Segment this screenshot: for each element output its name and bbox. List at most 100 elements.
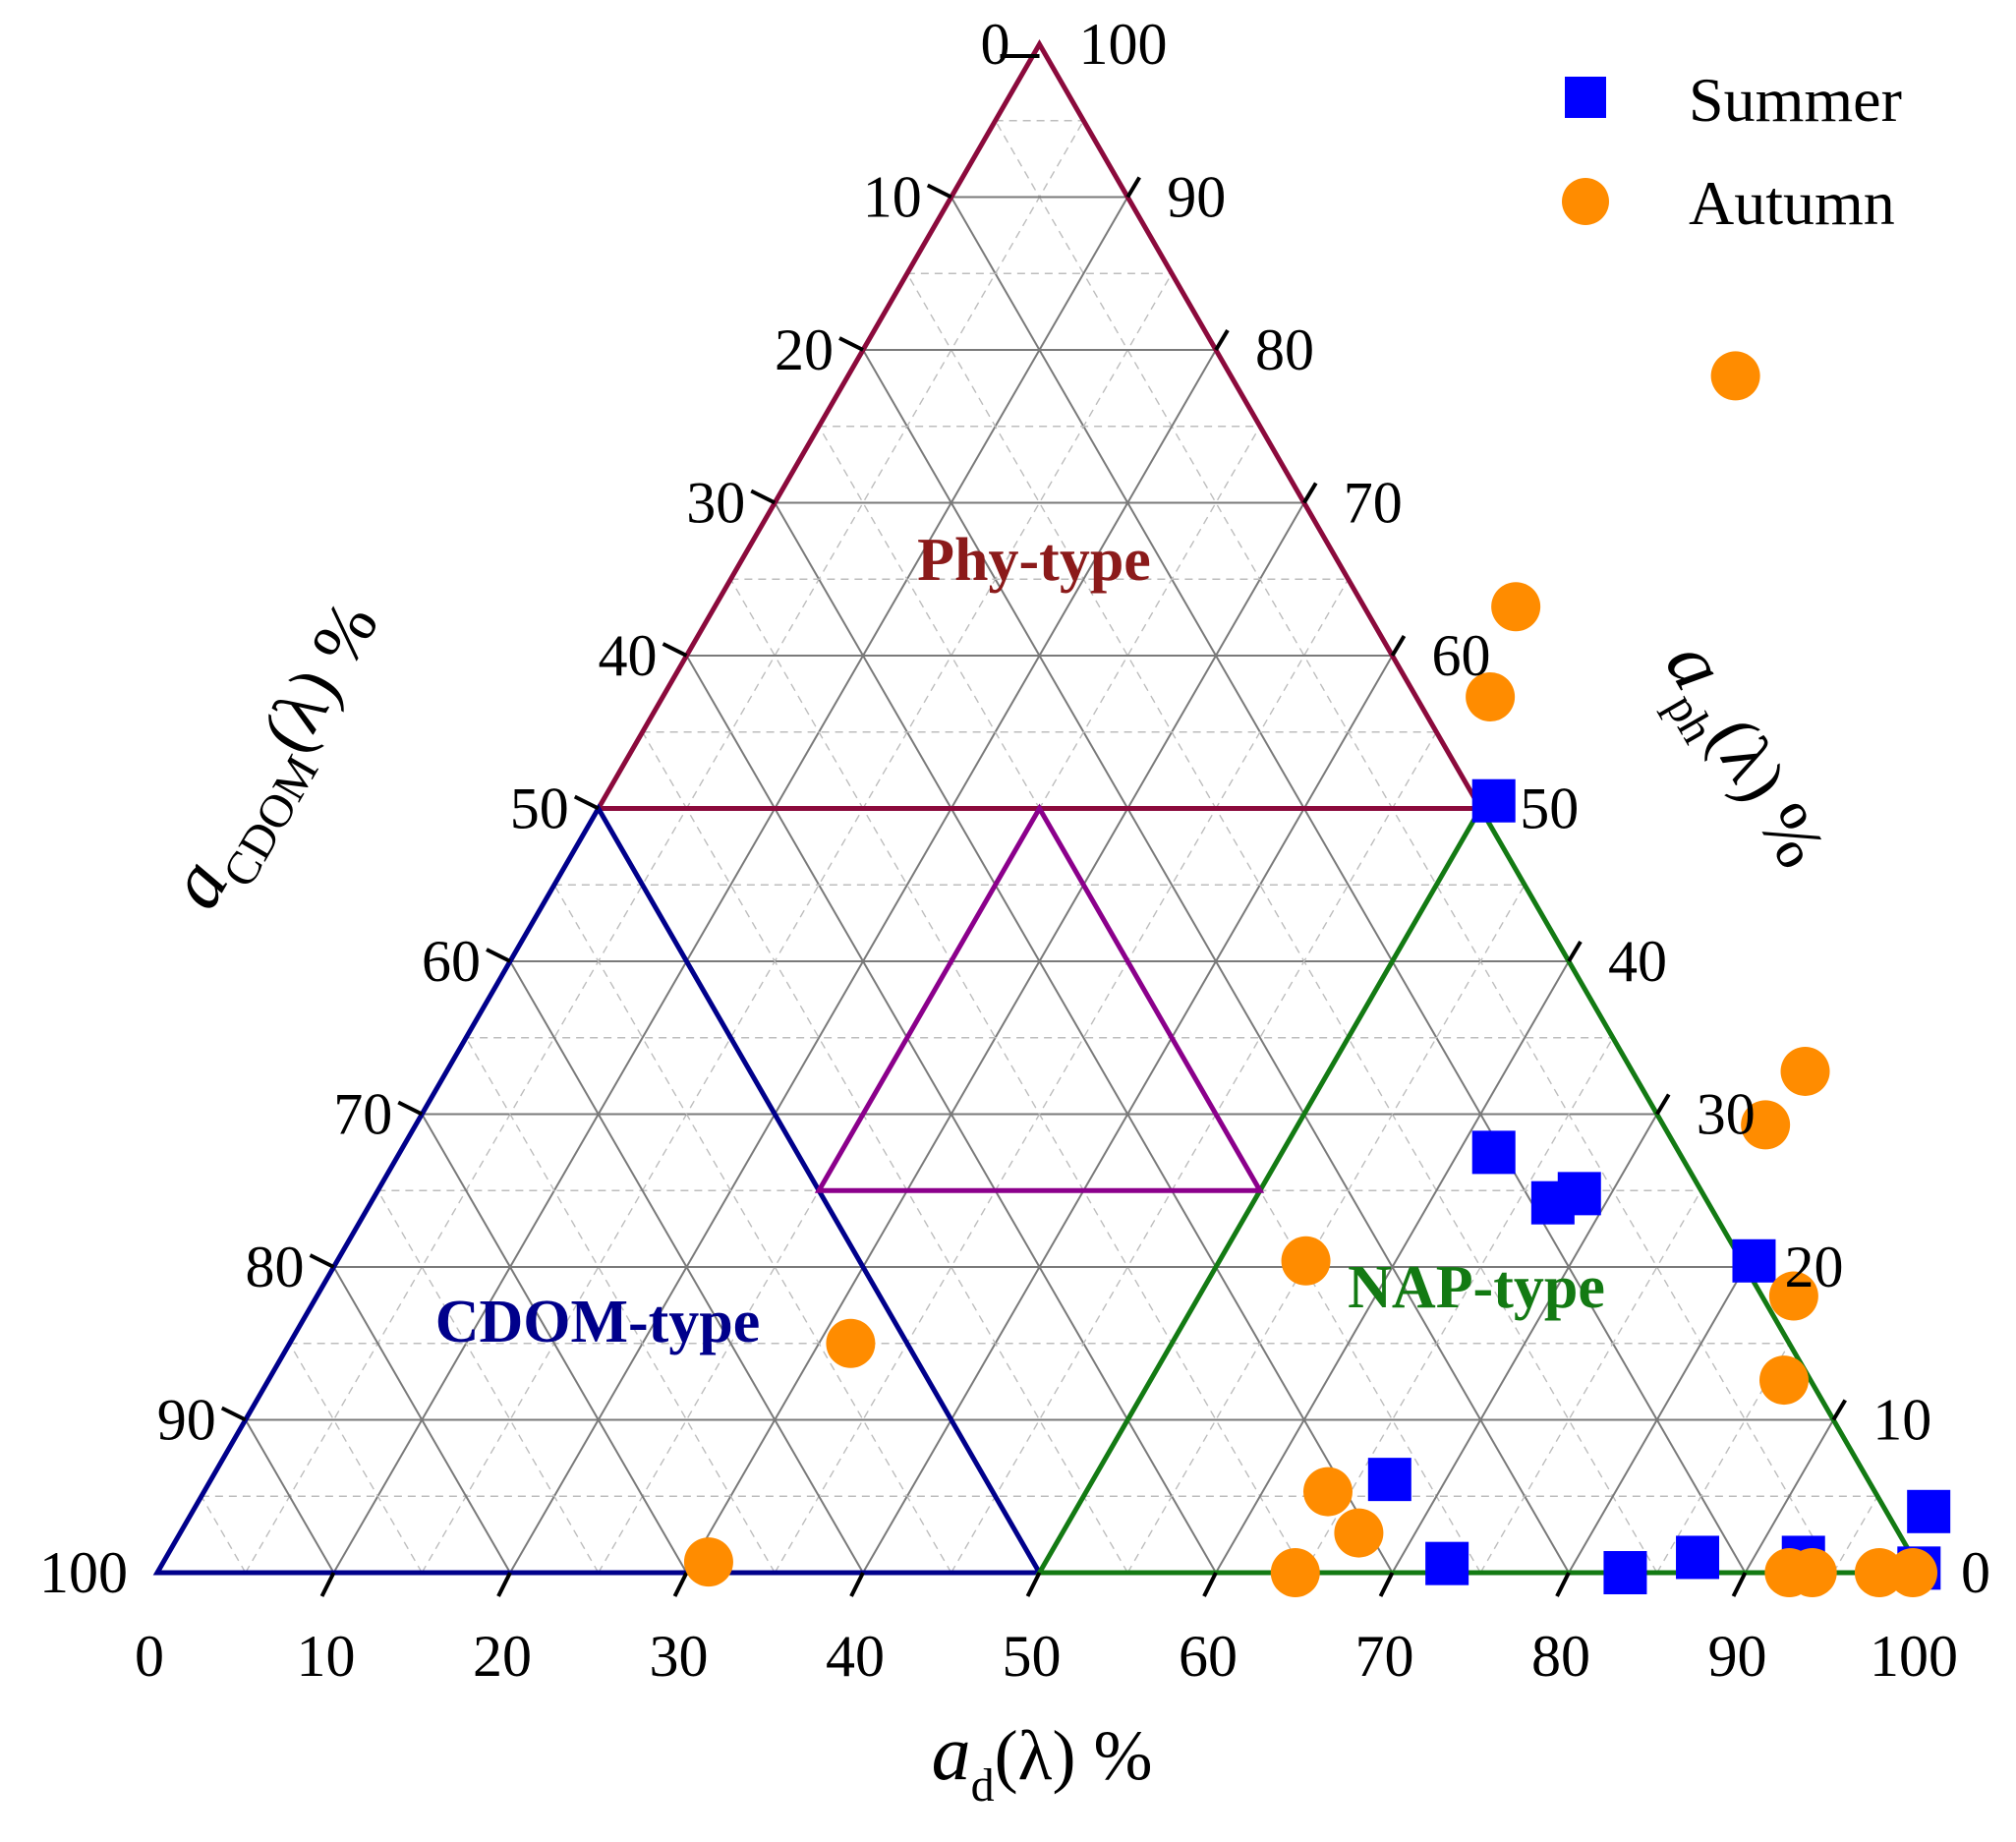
summer-point <box>1471 1130 1516 1175</box>
autumn-point <box>1787 1548 1837 1597</box>
bottom-tick-label: 80 <box>1531 1624 1590 1689</box>
right-axis-title-suffix: (λ) % <box>1694 704 1841 880</box>
bottom-tick-label: 20 <box>473 1624 532 1689</box>
grid-line-cdom <box>421 1114 688 1574</box>
summer-point <box>1425 1541 1469 1585</box>
grid-line-cdom <box>289 1343 423 1574</box>
right-tick-label: 20 <box>1785 1235 1844 1299</box>
left-tick <box>750 489 777 505</box>
svg-text:aph(λ) %: aph(λ) % <box>1636 626 1846 889</box>
autumn-point <box>1334 1508 1384 1558</box>
bottom-tick <box>849 1572 865 1597</box>
grid-line-cdom <box>995 120 1834 1574</box>
bottom-tick <box>319 1572 336 1597</box>
left-tick <box>662 642 688 658</box>
left-tick <box>926 183 952 200</box>
left-tick-label: 60 <box>422 929 481 994</box>
bottom-axis-title-sub: d <box>971 1759 995 1812</box>
legend-autumn-marker <box>1562 178 1609 225</box>
autumn-point <box>1758 1355 1809 1406</box>
summer-point <box>1676 1535 1720 1580</box>
grid-line-d <box>950 731 1437 1574</box>
bottom-tick <box>1202 1572 1218 1597</box>
bottom-tick-label: 100 <box>1870 1624 1958 1689</box>
bottom-axis-title: ad(λ) % <box>932 1710 1153 1812</box>
autumn-point <box>826 1318 876 1368</box>
right-tick-label: 70 <box>1344 471 1403 536</box>
summer-point <box>1367 1458 1411 1502</box>
autumn-point <box>683 1537 733 1587</box>
right-tick-label: 40 <box>1608 929 1667 994</box>
right-tick-label: 80 <box>1255 317 1314 382</box>
grid-line-d <box>1479 1189 1702 1574</box>
bottom-tick <box>1731 1572 1748 1597</box>
autumn-point <box>1491 582 1541 632</box>
grid-line-d <box>774 578 1350 1574</box>
right-tick-label: 90 <box>1167 165 1226 230</box>
left-axis-title-suffix: (λ) % <box>246 589 393 765</box>
grid-line-d <box>1215 960 1570 1574</box>
bottom-tick-label: 0 <box>135 1624 164 1689</box>
summer-point <box>1603 1551 1647 1594</box>
left-tick-label: 0 <box>981 12 1010 77</box>
left-tick-label: 50 <box>510 777 569 841</box>
region-label-phy-type: Phy-type <box>917 527 1151 594</box>
left-tick <box>397 1100 424 1117</box>
legend-summer-label: Summer <box>1689 65 1902 135</box>
right-tick <box>1390 634 1407 658</box>
left-tick-label: 90 <box>157 1388 216 1453</box>
bottom-tick-label: 70 <box>1355 1624 1414 1689</box>
autumn-point <box>1466 671 1516 721</box>
left-tick <box>309 1253 335 1269</box>
autumn-point <box>1270 1548 1320 1597</box>
bottom-tick <box>1555 1572 1571 1597</box>
bottom-axis-title-var: a <box>932 1710 971 1797</box>
grid-line-d <box>1744 1419 1835 1574</box>
grid-line-d <box>245 120 1084 1574</box>
right-tick-label: 30 <box>1697 1082 1756 1147</box>
bottom-tick-label: 30 <box>650 1624 709 1689</box>
left-tick-label: 40 <box>599 623 658 688</box>
right-tick-label: 10 <box>1872 1388 1931 1453</box>
chart-labels: Phy-type CDOM-type NAP-type 0 10 20 30 40 50 60 70… <box>39 12 1990 1689</box>
region-label-nap-type: NAP-type <box>1348 1254 1605 1321</box>
region-label-cdom-type: CDOM-type <box>435 1289 761 1355</box>
right-tick <box>1125 176 1141 199</box>
autumn-point <box>1741 1100 1791 1150</box>
left-axis-title: aCDOM(λ) % <box>150 586 408 930</box>
grid-line-cdom <box>642 731 1128 1574</box>
right-tick-label: 60 <box>1432 623 1491 688</box>
left-tick <box>220 1406 247 1422</box>
right-tick <box>1655 1093 1671 1116</box>
bottom-axis-title-suffix: (λ) % <box>995 1716 1153 1795</box>
autumn-point <box>1768 1271 1818 1321</box>
autumn-point <box>1710 351 1760 401</box>
grid-line-cdom <box>244 1419 335 1574</box>
bottom-tick-label: 40 <box>826 1624 885 1689</box>
left-tick <box>486 948 511 963</box>
svg-text:aCDOM(λ) %: aCDOM(λ) % <box>150 586 408 930</box>
legend-summer-marker <box>1565 77 1606 118</box>
grid-line-cdom <box>465 1037 776 1574</box>
autumn-point <box>1302 1467 1353 1517</box>
grid-line-d <box>1126 884 1526 1574</box>
bottom-tick-label: 10 <box>297 1624 356 1689</box>
legend-autumn-label: Autumn <box>1689 168 1895 238</box>
summer-point <box>1907 1489 1951 1533</box>
right-tick <box>1567 940 1583 963</box>
right-tick-label: 50 <box>1520 777 1579 841</box>
bottom-tick <box>1025 1572 1042 1597</box>
grid-line-cdom <box>509 960 864 1574</box>
grid-line-d <box>1303 1037 1614 1574</box>
grid-line-cdom <box>553 884 952 1574</box>
left-tick-label: 30 <box>686 471 745 536</box>
right-tick <box>1214 328 1230 352</box>
bottom-tick-label: 60 <box>1179 1624 1238 1689</box>
svg-text:ad(λ) %: ad(λ) % <box>932 1710 1153 1812</box>
summer-point <box>1471 778 1516 823</box>
grid-line-d <box>1568 1266 1747 1574</box>
left-axis-title-sub: CDOM <box>212 747 328 895</box>
grid-line-d <box>1391 1114 1658 1574</box>
region-outline-center <box>814 803 1265 1193</box>
bottom-tick <box>672 1572 689 1597</box>
